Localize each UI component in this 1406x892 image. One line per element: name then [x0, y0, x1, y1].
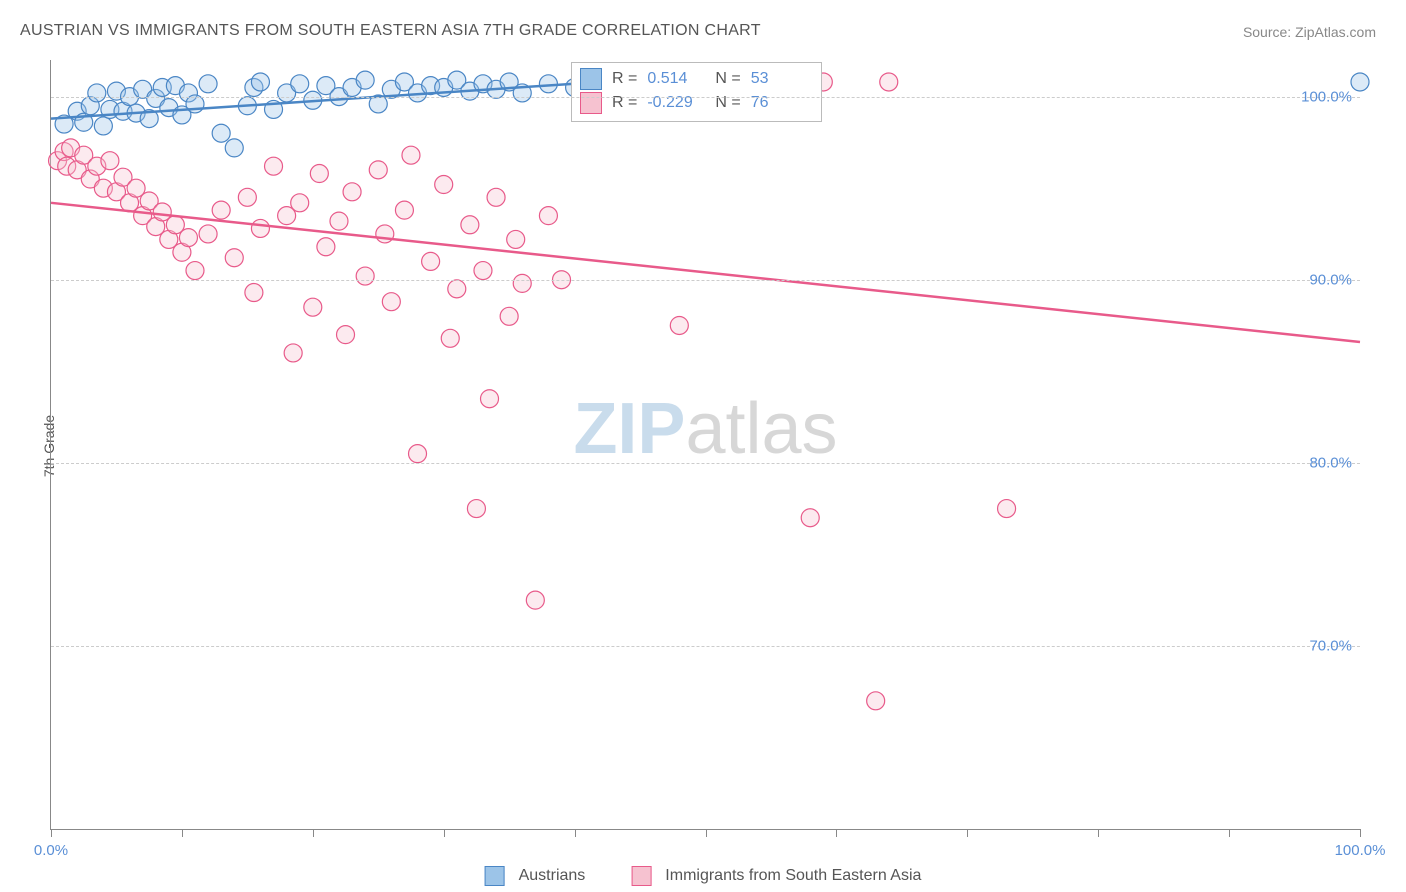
scatter-point [487, 188, 505, 206]
scatter-point [245, 284, 263, 302]
scatter-point [284, 344, 302, 362]
scatter-point [251, 73, 269, 91]
scatter-point [507, 230, 525, 248]
scatter-point [238, 188, 256, 206]
scatter-point [94, 117, 112, 135]
scatter-point [337, 326, 355, 344]
gridline [51, 97, 1360, 98]
scatter-point [998, 500, 1016, 518]
scatter-point [310, 165, 328, 183]
scatter-point [330, 212, 348, 230]
scatter-point [291, 194, 309, 212]
ytick-label: 100.0% [1301, 88, 1352, 105]
xtick [313, 829, 314, 837]
xtick-label: 0.0% [34, 842, 68, 859]
bottom-swatch-2 [631, 866, 651, 886]
scatter-point [867, 692, 885, 710]
scatter-point [369, 161, 387, 179]
xtick [1098, 829, 1099, 837]
scatter-point [395, 201, 413, 219]
scatter-point [376, 225, 394, 243]
xtick [575, 829, 576, 837]
trend-line [51, 203, 1360, 342]
bottom-legend: Austrians Immigrants from South Eastern … [485, 866, 922, 886]
stat-n-label-1: N = [715, 70, 740, 88]
scatter-point [448, 280, 466, 298]
scatter-point [402, 146, 420, 164]
legend-stats-box: R = 0.514 N = 53 R = -0.229 N = 76 [571, 62, 822, 122]
xtick [1360, 829, 1361, 837]
chart-title: AUSTRIAN VS IMMIGRANTS FROM SOUTH EASTER… [20, 22, 761, 40]
scatter-point [382, 293, 400, 311]
scatter-point [467, 500, 485, 518]
stat-r-value-1: 0.514 [647, 70, 705, 88]
stat-r-label-1: R = [612, 70, 637, 88]
scatter-point [880, 73, 898, 91]
stat-n-value-1: 53 [751, 70, 809, 88]
scatter-point [179, 229, 197, 247]
scatter-point [526, 591, 544, 609]
scatter-point [212, 201, 230, 219]
legend-stats-row-2: R = -0.229 N = 76 [580, 91, 809, 115]
scatter-point [670, 316, 688, 334]
xtick [182, 829, 183, 837]
scatter-point [101, 152, 119, 170]
scatter-point [1351, 73, 1369, 91]
scatter-point [356, 267, 374, 285]
scatter-point [441, 329, 459, 347]
scatter-point [88, 84, 106, 102]
xtick-label: 100.0% [1335, 842, 1386, 859]
xtick [51, 829, 52, 837]
scatter-point [225, 249, 243, 267]
bottom-legend-label-1: Austrians [519, 867, 586, 885]
bottom-swatch-1 [485, 866, 505, 886]
xtick [706, 829, 707, 837]
swatch-series1 [580, 68, 602, 90]
scatter-point [212, 124, 230, 142]
source-attribution: Source: ZipAtlas.com [1243, 24, 1376, 40]
scatter-point [474, 262, 492, 280]
scatter-point [539, 207, 557, 225]
scatter-point [356, 71, 374, 89]
xtick [1229, 829, 1230, 837]
gridline [51, 646, 1360, 647]
scatter-point [265, 157, 283, 175]
gridline [51, 280, 1360, 281]
scatter-point [225, 139, 243, 157]
bottom-legend-label-2: Immigrants from South Eastern Asia [665, 867, 921, 885]
swatch-series2 [580, 92, 602, 114]
scatter-point [199, 75, 217, 93]
gridline [51, 463, 1360, 464]
scatter-point [304, 298, 322, 316]
xtick [444, 829, 445, 837]
ytick-label: 90.0% [1309, 271, 1352, 288]
plot-area: ZIPatlas R = 0.514 N = 53 R = -0.229 N =… [50, 60, 1360, 830]
scatter-point [513, 274, 531, 292]
legend-stats-row-1: R = 0.514 N = 53 [580, 67, 809, 91]
scatter-point [343, 183, 361, 201]
scatter-point [422, 252, 440, 270]
scatter-point [291, 75, 309, 93]
scatter-point [801, 509, 819, 527]
ytick-label: 80.0% [1309, 454, 1352, 471]
scatter-point [317, 238, 335, 256]
scatter-point [409, 445, 427, 463]
xtick [836, 829, 837, 837]
scatter-point [481, 390, 499, 408]
ytick-label: 70.0% [1309, 637, 1352, 654]
scatter-point [199, 225, 217, 243]
chart-svg [51, 60, 1360, 829]
scatter-point [186, 262, 204, 280]
scatter-point [435, 176, 453, 194]
xtick [967, 829, 968, 837]
scatter-point [251, 219, 269, 237]
scatter-point [500, 307, 518, 325]
scatter-point [461, 216, 479, 234]
